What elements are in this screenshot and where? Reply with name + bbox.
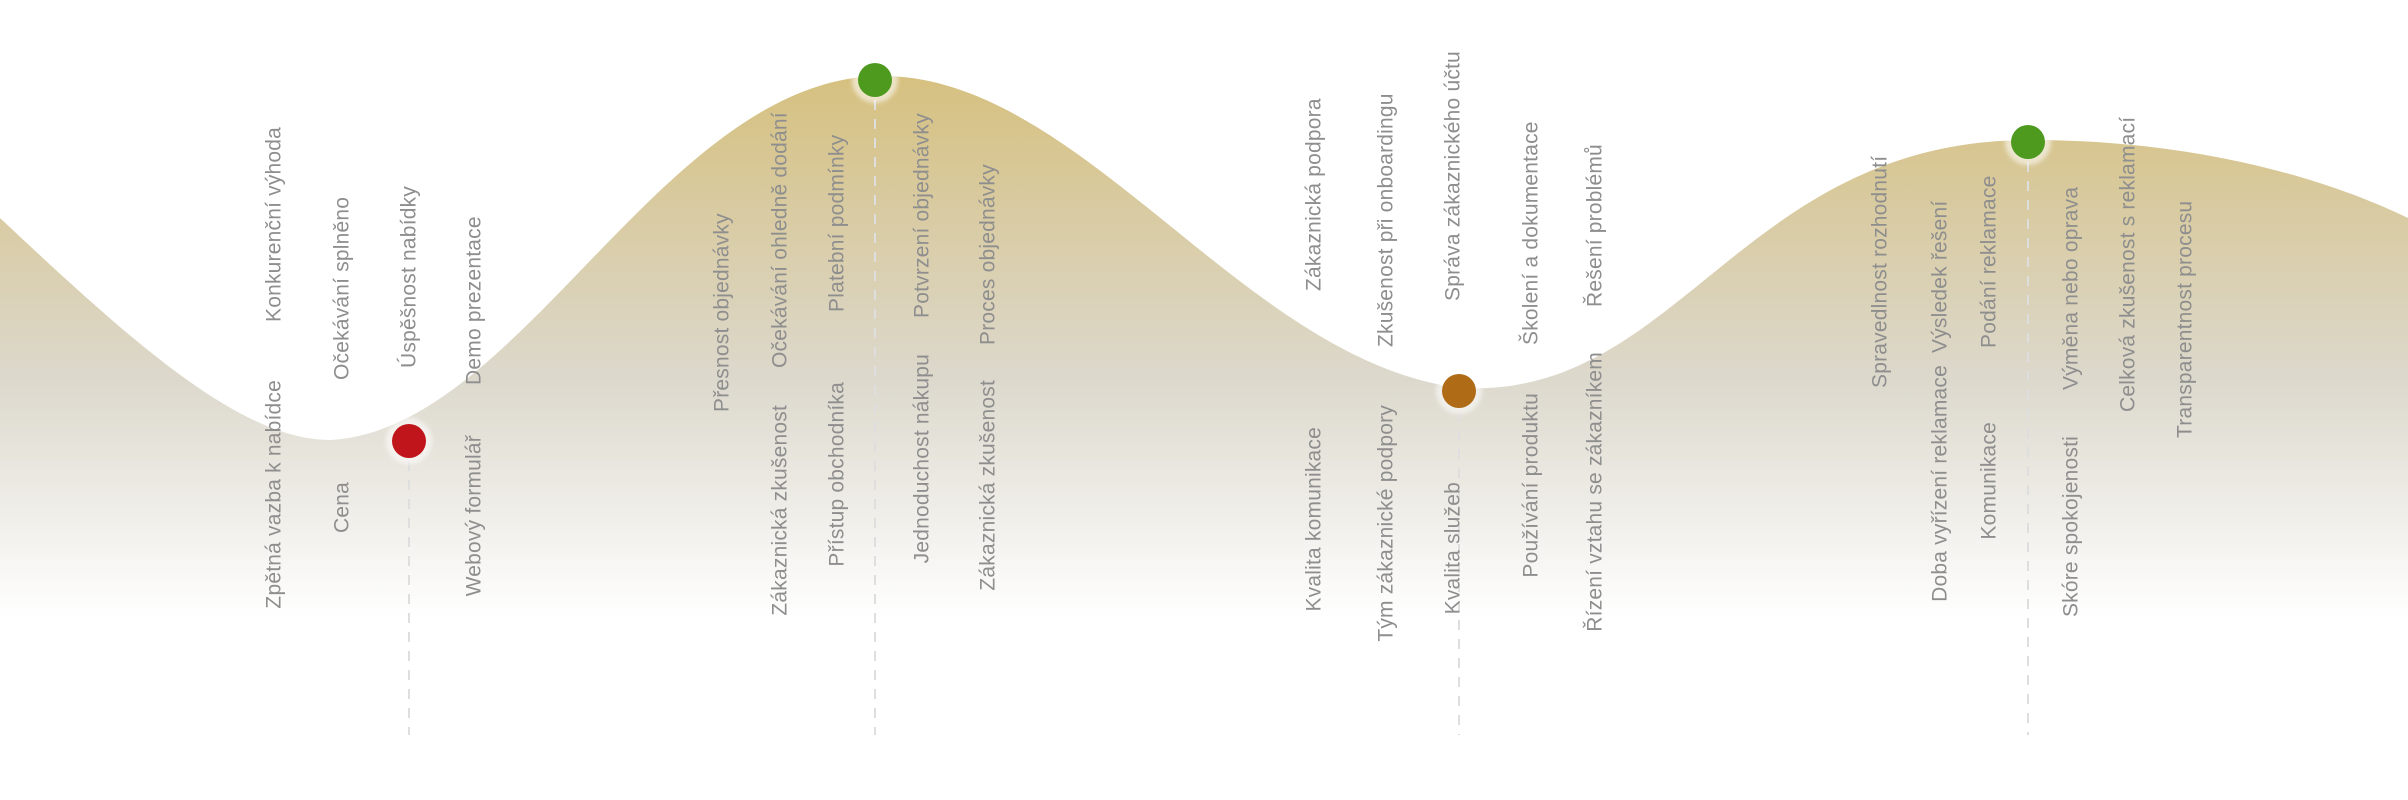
touchpoint-label: Zákaznická zkušenost — [769, 405, 792, 616]
touchpoint-label: Platební podmínky — [826, 134, 849, 312]
touchpoint-label: Kvalita služeb — [1442, 482, 1465, 614]
touchpoint-label: Zákaznická podpora — [1303, 98, 1326, 291]
touchpoint-label: Transparentnost procesu — [2174, 201, 2197, 438]
negative-sentiment-marker — [392, 424, 426, 458]
neutral-sentiment-marker — [1442, 374, 1476, 408]
touchpoint-label: Tým zákaznické podpory — [1375, 405, 1398, 642]
touchpoint-label: Doba vyřízení reklamace — [1929, 365, 1952, 602]
touchpoint-label: Úspěšnost nabídky — [398, 186, 421, 368]
positive-sentiment-marker — [858, 63, 892, 97]
touchpoint-label: Výměna nebo oprava — [2060, 187, 2083, 390]
touchpoint-label: Očekávání splněno — [331, 197, 354, 380]
touchpoint-label: Skóre spokojenosti — [2060, 436, 2083, 617]
touchpoint-label: Řešení problémů — [1584, 144, 1607, 307]
touchpoint-label: Celková zkušenost s reklamací — [2117, 117, 2140, 412]
positive-sentiment-marker — [2011, 125, 2045, 159]
journey-wave — [0, 75, 2408, 640]
touchpoint-label: Zákaznická zkušenost — [977, 380, 1000, 591]
touchpoint-label: Zkušenost při onboardingu — [1375, 93, 1398, 347]
touchpoint-label: Školení a dokumentace — [1520, 121, 1543, 345]
touchpoint-labels: Konkurenční výhoda Zpětná vazba k nabídce… — [263, 51, 2197, 642]
touchpoint-label: Webový formulář — [463, 434, 486, 596]
touchpoint-label: Jednoduchost nákupu — [911, 354, 934, 563]
touchpoint-label: Konkurenční výhoda — [263, 127, 286, 322]
touchpoint-label: Přesnost objednávky — [711, 213, 734, 412]
touchpoint-label: Řízení vztahu se zákazníkem — [1584, 352, 1607, 632]
touchpoint-label: Očekávání ohledně dodání — [769, 112, 792, 368]
touchpoint-label: Spravedlnost rozhodnutí — [1869, 156, 1892, 388]
touchpoint-label: Komunikace — [1978, 422, 2001, 540]
touchpoint-label: Kvalita komunikace — [1303, 427, 1326, 612]
touchpoint-label: Cena — [331, 482, 354, 533]
sentiment-markers — [386, 57, 2051, 464]
touchpoint-label: Výsledek řešení — [1929, 201, 1952, 353]
touchpoint-label: Přístup obchodníka — [826, 382, 849, 567]
touchpoint-label: Demo prezentace — [463, 216, 486, 385]
touchpoint-label: Potvrzení objednávky — [911, 113, 934, 318]
touchpoint-label: Používání produktu — [1520, 393, 1543, 578]
touchpoint-label: Podání reklamace — [1978, 176, 2001, 348]
touchpoint-label: Zpětná vazba k nabídce — [263, 380, 286, 609]
guide-lines — [408, 100, 2029, 735]
touchpoint-label: Správa zákaznického účtu — [1442, 51, 1465, 301]
touchpoint-label: Proces objednávky — [977, 164, 1000, 345]
